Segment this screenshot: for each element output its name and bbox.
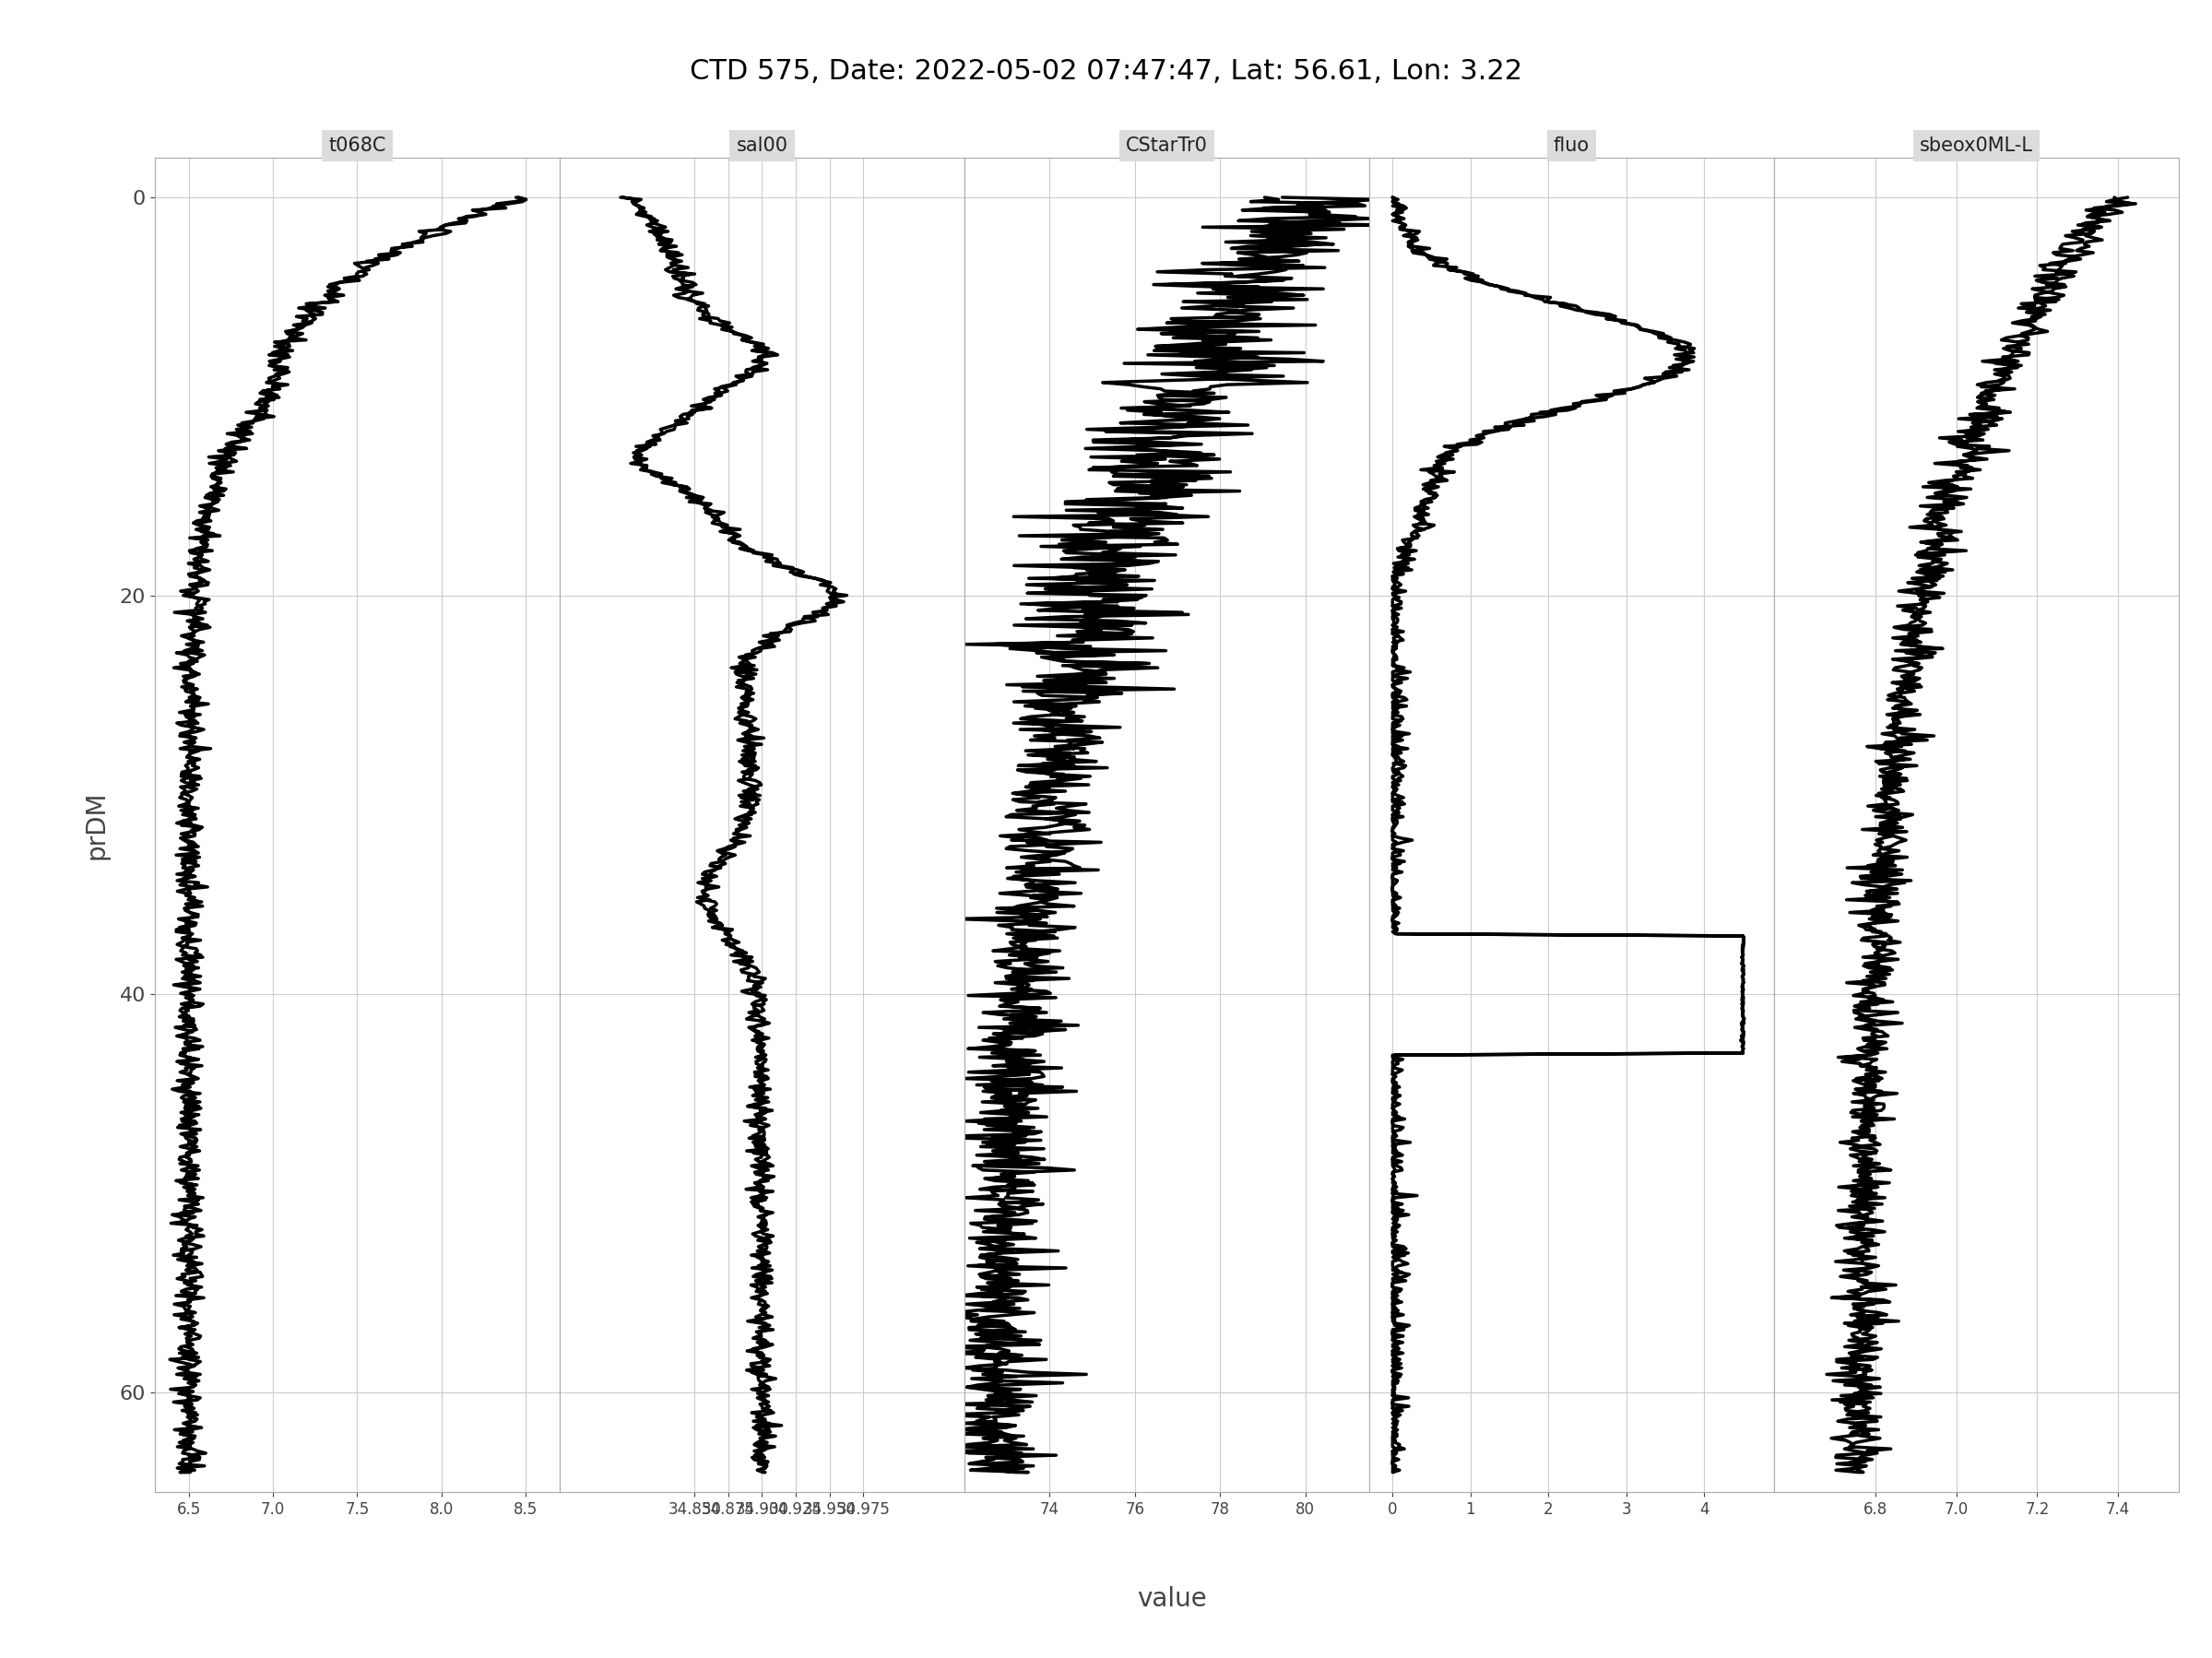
- Text: CTD 575, Date: 2022-05-02 07:47:47, Lat: 56.61, Lon: 3.22: CTD 575, Date: 2022-05-02 07:47:47, Lat:…: [690, 58, 1522, 85]
- Title: CStarTr0: CStarTr0: [1126, 136, 1208, 154]
- Y-axis label: prDM: prDM: [84, 791, 108, 859]
- Title: t068C: t068C: [327, 136, 387, 154]
- Title: fluo: fluo: [1553, 136, 1590, 154]
- Text: value: value: [1137, 1585, 1208, 1612]
- Title: sal00: sal00: [737, 136, 787, 154]
- Title: sbeox0ML-L: sbeox0ML-L: [1920, 136, 2033, 154]
